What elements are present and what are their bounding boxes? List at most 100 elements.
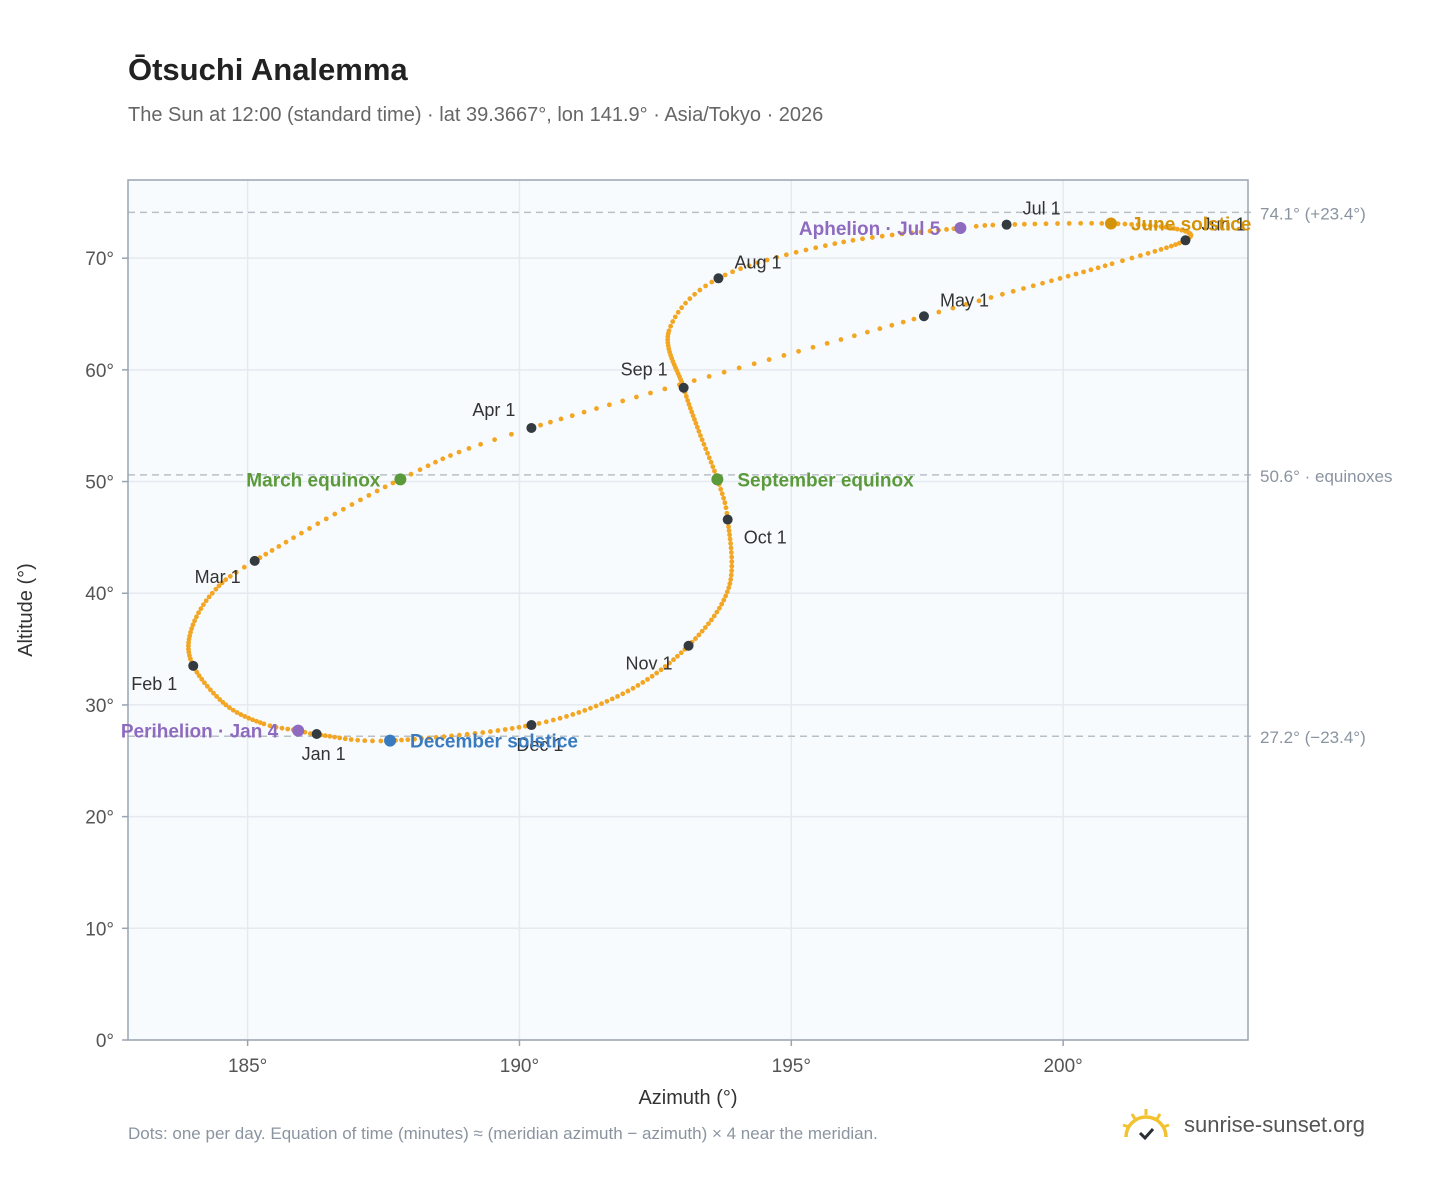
month-marker bbox=[713, 273, 724, 284]
daily-dot bbox=[877, 326, 883, 332]
daily-dot bbox=[683, 300, 688, 306]
daily-dot bbox=[724, 510, 730, 516]
daily-dot bbox=[667, 660, 672, 666]
daily-dot bbox=[206, 594, 212, 600]
daily-dot bbox=[509, 726, 515, 731]
y-tick-label: 10° bbox=[85, 919, 114, 940]
daily-dot bbox=[1120, 258, 1125, 264]
daily-dot bbox=[216, 583, 222, 589]
daily-dot bbox=[1138, 253, 1143, 258]
month-marker bbox=[918, 311, 929, 322]
daily-dot bbox=[696, 428, 702, 434]
daily-dot bbox=[654, 670, 660, 676]
daily-dot bbox=[625, 688, 631, 694]
daily-dot bbox=[990, 222, 996, 228]
daily-dot bbox=[291, 535, 296, 541]
daily-dot bbox=[250, 717, 256, 723]
y-tick-label: 60° bbox=[85, 361, 114, 382]
daily-dot bbox=[192, 618, 197, 624]
daily-dot bbox=[690, 413, 696, 419]
daily-dot bbox=[693, 636, 698, 641]
daily-dot bbox=[689, 409, 695, 415]
daily-dot bbox=[1030, 283, 1036, 289]
event-marker bbox=[1104, 217, 1117, 230]
daily-dot bbox=[1109, 261, 1115, 267]
brand[interactable]: sunrise-sunset.org bbox=[1120, 1100, 1365, 1150]
daily-dot bbox=[911, 316, 917, 322]
daily-dot bbox=[362, 738, 368, 744]
daily-dot bbox=[793, 249, 799, 255]
daily-dot bbox=[693, 420, 699, 426]
month-marker bbox=[722, 514, 733, 525]
daily-dot bbox=[433, 459, 438, 465]
daily-dot bbox=[738, 266, 743, 272]
x-tick-label: 190° bbox=[500, 1056, 539, 1077]
month-label: Nov 1 bbox=[626, 654, 673, 674]
daily-dot bbox=[273, 724, 279, 730]
y-tick-label: 70° bbox=[85, 249, 114, 270]
daily-dot bbox=[299, 530, 304, 536]
daily-dot bbox=[441, 734, 447, 740]
daily-dot bbox=[1158, 224, 1164, 230]
daily-dot bbox=[550, 717, 556, 723]
daily-dot bbox=[936, 227, 941, 233]
daily-dot bbox=[1158, 247, 1164, 252]
daily-dot bbox=[706, 621, 711, 627]
daily-dot bbox=[502, 727, 508, 732]
daily-dot bbox=[727, 536, 733, 542]
daily-dot bbox=[718, 486, 724, 492]
brand-text[interactable]: sunrise-sunset.org bbox=[1184, 1112, 1365, 1137]
daily-dot bbox=[692, 417, 697, 422]
daily-dot bbox=[699, 437, 705, 443]
daily-dot bbox=[751, 361, 757, 367]
y-axis-ticks: 0° 10° 20° 30° 40° 50° 60° 70° bbox=[85, 249, 128, 1052]
daily-dot bbox=[543, 719, 549, 725]
daily-dot bbox=[620, 691, 626, 697]
daily-dot bbox=[736, 365, 742, 371]
daily-dot bbox=[425, 463, 431, 469]
daily-dot bbox=[355, 737, 361, 743]
daily-dot bbox=[327, 733, 333, 739]
month-marker bbox=[311, 728, 322, 739]
reference-line-label: 74.1° (+23.4°) bbox=[1260, 204, 1366, 223]
daily-dot bbox=[1153, 223, 1159, 229]
daily-dot bbox=[973, 223, 979, 229]
plot-background bbox=[128, 180, 1248, 1040]
daily-dot bbox=[774, 254, 780, 260]
daily-dot bbox=[1066, 221, 1072, 226]
event-marker bbox=[394, 473, 407, 486]
daily-dot bbox=[201, 602, 206, 608]
month-marker bbox=[526, 720, 537, 731]
daily-dot bbox=[729, 559, 735, 565]
daily-dot bbox=[662, 386, 668, 392]
daily-dot bbox=[213, 586, 219, 592]
daily-dot bbox=[1129, 255, 1135, 261]
daily-dot bbox=[679, 305, 685, 311]
month-marker bbox=[683, 640, 694, 651]
daily-dot bbox=[456, 449, 462, 455]
daily-dot bbox=[211, 690, 216, 696]
daily-dot bbox=[708, 459, 714, 465]
daily-dot bbox=[337, 735, 343, 741]
daily-dot bbox=[824, 340, 830, 346]
daily-dot bbox=[1012, 222, 1018, 227]
daily-dot bbox=[1057, 276, 1063, 281]
daily-dot bbox=[709, 279, 715, 285]
daily-dot bbox=[683, 394, 689, 399]
daily-dot bbox=[199, 676, 205, 682]
daily-dot bbox=[671, 657, 676, 663]
daily-dot bbox=[850, 237, 856, 243]
daily-dot bbox=[382, 484, 388, 490]
month-label: Jan 1 bbox=[302, 744, 346, 764]
daily-dot bbox=[687, 296, 693, 302]
daily-dot bbox=[1055, 221, 1060, 226]
daily-dot bbox=[716, 605, 722, 611]
daily-dot bbox=[889, 322, 895, 328]
daily-dot bbox=[803, 247, 809, 253]
daily-dot bbox=[705, 450, 710, 456]
daily-dot bbox=[668, 323, 674, 329]
daily-dot bbox=[576, 710, 582, 715]
daily-dot bbox=[234, 710, 240, 715]
daily-dot bbox=[726, 528, 732, 534]
